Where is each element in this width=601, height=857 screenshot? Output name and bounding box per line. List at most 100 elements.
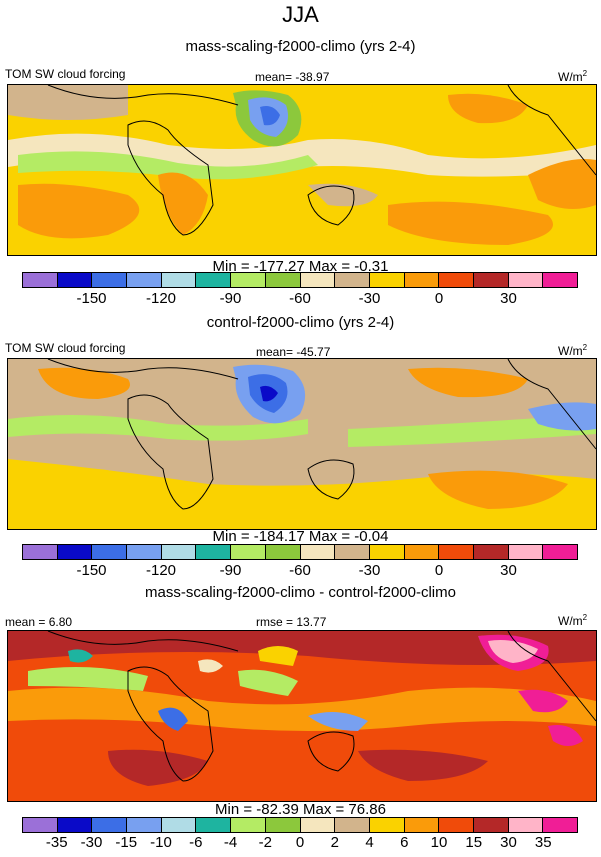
colorbar-tick-label: 0 (295, 834, 305, 851)
colorbar-swatch (231, 818, 266, 832)
panel-1-mean-label: mean= -38.97 (255, 70, 330, 84)
colorbar-swatch (196, 545, 232, 559)
panel-1-variable-label: TOM SW cloud forcing (5, 67, 126, 81)
colorbar-tick-label: -30 (358, 562, 381, 579)
colorbar-swatch (335, 273, 370, 287)
colorbar-swatch (335, 545, 370, 559)
colorbar-swatch (23, 273, 58, 287)
colorbar-tick-label: -90 (219, 290, 242, 307)
colorbar-swatch (57, 818, 93, 832)
colorbar-tick-label: -2 (258, 834, 272, 851)
panel-2-title: control-f2000-climo (yrs 2-4) (206, 314, 395, 331)
colorbar-swatch (161, 545, 197, 559)
colorbar-tick-label: -30 (80, 834, 103, 851)
colorbar-swatch (369, 818, 405, 832)
colorbar-tick-label: -150 (76, 290, 107, 307)
panel-2-variable-label: TOM SW cloud forcing (5, 341, 126, 355)
colorbar-swatch (265, 545, 301, 559)
colorbar-swatch (127, 273, 162, 287)
colorbar-swatch (196, 273, 232, 287)
colorbar-tick-label: -10 (150, 834, 172, 851)
colorbar-swatch (57, 273, 93, 287)
colorbar-swatch (543, 818, 577, 832)
colorbar-swatch (265, 273, 301, 287)
colorbar-tick-label: -30 (358, 290, 381, 307)
panel-1-stats: Min = -177.27 Max = -0.31 (212, 258, 389, 275)
colorbar-swatch (92, 818, 128, 832)
colorbar-tick-label: 10 (430, 834, 448, 851)
colorbar-tick-label: -90 (219, 562, 242, 579)
panel-2-map (7, 358, 597, 530)
colorbar-swatch (404, 545, 440, 559)
colorbar-tick-label: -60 (289, 562, 311, 579)
colorbar-swatch (92, 545, 128, 559)
panel-3-title: mass-scaling-f2000-climo - control-f2000… (145, 584, 456, 601)
colorbar-tick-label: 0 (434, 290, 444, 307)
colorbar-swatch (161, 273, 197, 287)
panel-1-map (7, 84, 597, 256)
colorbar-swatch (23, 545, 58, 559)
panel-3-mean-label: mean = 6.80 (5, 615, 73, 629)
colorbar-swatch (127, 818, 162, 832)
panel-2-units: W/m2 (558, 343, 588, 358)
colorbar-tick-label: 15 (465, 834, 483, 851)
colorbar-tick-label: 30 (500, 562, 517, 579)
colorbar-swatch (439, 818, 474, 832)
colorbar-tick-label: 2 (330, 834, 339, 851)
panel-1-colorbar (22, 272, 578, 288)
panel-1-units: W/m2 (558, 69, 588, 84)
panel-3-rmse-label: rmse = 13.77 (256, 615, 327, 629)
colorbar-swatch (473, 273, 509, 287)
colorbar-swatch (543, 273, 577, 287)
colorbar-tick-label: -6 (189, 834, 203, 851)
colorbar-tick-label: 0 (434, 562, 444, 579)
colorbar-swatch (508, 545, 544, 559)
colorbar-swatch (543, 545, 577, 559)
colorbar-swatch (473, 545, 509, 559)
colorbar-swatch (57, 545, 93, 559)
colorbar-tick-label: 6 (400, 834, 409, 851)
panel-3-ticks: -35 -30 -15 -10 -6 -4 -2 0 2 4 6 10 15 30 35 (0, 834, 601, 854)
colorbar-swatch (300, 273, 336, 287)
colorbar-tick-label: 30 (500, 834, 517, 851)
colorbar-swatch (265, 818, 301, 832)
colorbar-tick-label: 4 (365, 834, 374, 851)
colorbar-swatch (127, 545, 162, 559)
colorbar-swatch (508, 273, 544, 287)
colorbar-tick-label: 30 (500, 290, 517, 307)
colorbar-swatch (231, 273, 266, 287)
colorbar-swatch (473, 818, 509, 832)
colorbar-swatch (23, 818, 58, 832)
panel-3-map (7, 630, 597, 802)
colorbar-swatch (196, 818, 232, 832)
panel-1-title: mass-scaling-f2000-climo (yrs 2-4) (185, 38, 416, 55)
colorbar-swatch (508, 818, 544, 832)
panel-2-ticks: -150 -120 -90 -60 -30 0 30 (0, 562, 601, 582)
colorbar-tick-label: -4 (223, 834, 238, 851)
colorbar-tick-label: -15 (115, 834, 138, 851)
colorbar-tick-label: -150 (76, 562, 107, 579)
panel-2-colorbar (22, 544, 578, 560)
colorbar-swatch (335, 818, 370, 832)
season-title: JJA (282, 2, 319, 27)
colorbar-swatch (369, 545, 405, 559)
colorbar-tick-label: -120 (145, 562, 177, 579)
panel-3-units: W/m2 (558, 613, 588, 628)
panel-1-ticks: -150 -120 -90 -60 -30 0 30 (0, 290, 601, 310)
panel-3-colorbar (22, 817, 578, 833)
panel-2-mean-label: mean= -45.77 (256, 345, 331, 359)
colorbar-tick-label: 35 (534, 834, 552, 851)
colorbar-tick-label: -120 (145, 290, 177, 307)
panel-3-stats: Min = -82.39 Max = 76.86 (215, 801, 386, 818)
colorbar-swatch (404, 818, 440, 832)
colorbar-tick-label: -35 (45, 834, 68, 851)
panel-2-stats: Min = -184.17 Max = -0.04 (212, 528, 389, 545)
colorbar-swatch (300, 818, 336, 832)
colorbar-swatch (369, 273, 405, 287)
colorbar-swatch (404, 273, 440, 287)
colorbar-swatch (92, 273, 128, 287)
colorbar-swatch (231, 545, 266, 559)
colorbar-swatch (300, 545, 336, 559)
colorbar-swatch (161, 818, 197, 832)
colorbar-tick-label: -60 (289, 290, 311, 307)
